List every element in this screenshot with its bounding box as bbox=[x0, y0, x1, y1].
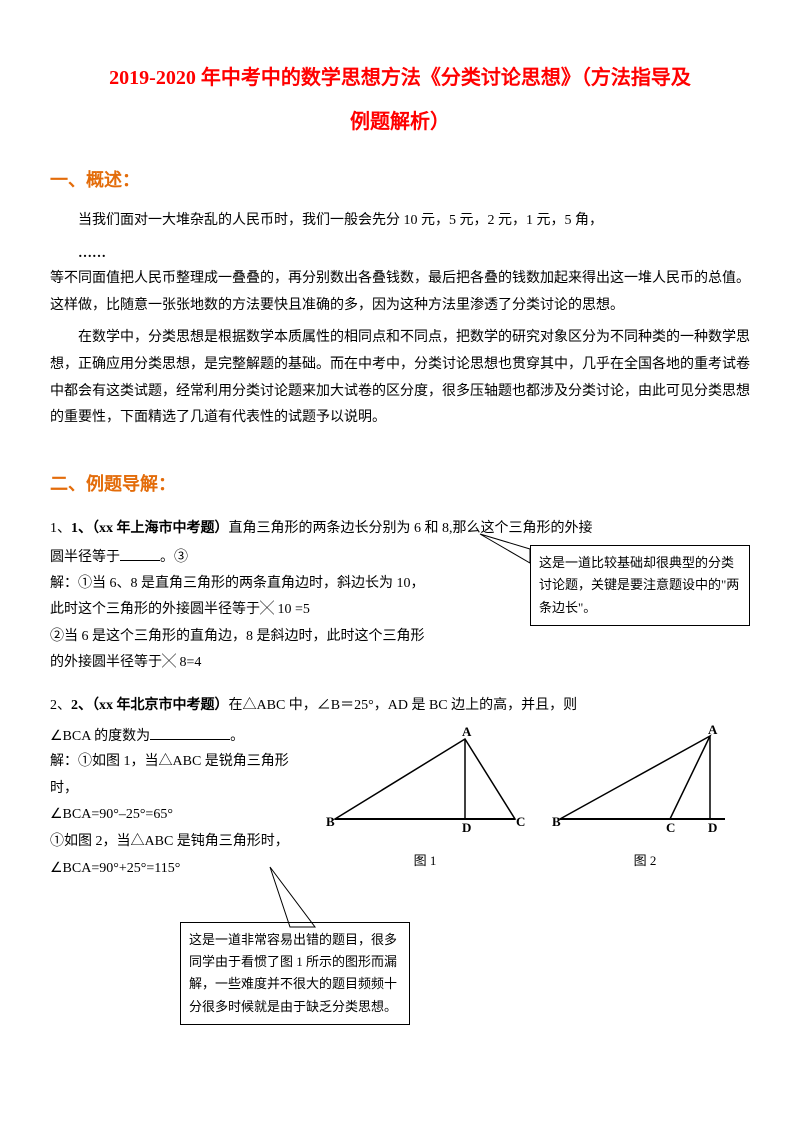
section1-heading: 一、概述： bbox=[50, 164, 750, 196]
q2-fig1-svg: A B D C bbox=[320, 724, 530, 834]
q1-sol2: 此时这个三角形的外接圆半径等于╳ 10 =5 bbox=[50, 597, 522, 624]
q2-sol3: ①如图 2，当△ABC 是钝角三角形时， bbox=[50, 829, 310, 856]
q2-fig1-wrap: A B D C 图 1 bbox=[320, 724, 530, 873]
q2-callout: 这是一道非常容易出错的题目，很多同学由于看惯了图 1 所示的图形而漏解，一些难度… bbox=[180, 922, 410, 1024]
q1-text: 直角三角形的两条边长分别为 6 和 8,那么这个三角形的外接 bbox=[229, 521, 593, 536]
svg-text:D: D bbox=[462, 820, 471, 834]
q2-sol2: ∠BCA=90°–25°=65° bbox=[50, 802, 310, 829]
q1-mark: 。③ bbox=[160, 550, 188, 565]
svg-text:B: B bbox=[326, 814, 335, 829]
q1-callout-pointer bbox=[475, 529, 535, 579]
svg-text:A: A bbox=[462, 724, 472, 739]
q1-sol4: 的外接圆半径等于╳ 8=4 bbox=[50, 650, 522, 677]
svg-text:C: C bbox=[516, 814, 525, 829]
q2-fig2-svg: A B C D bbox=[550, 724, 740, 834]
q2-fig2-wrap: A B C D 图 2 bbox=[550, 724, 740, 873]
q2-stem-line2: ∠BCA 的度数为 。 bbox=[50, 724, 310, 749]
q2-fig2-cap: 图 2 bbox=[550, 849, 740, 872]
section1-p1: 当我们面对一大堆杂乱的人民币时，我们一般会先分 10 元，5 元，2 元，1 元… bbox=[50, 208, 750, 235]
q1-callout: 这是一道比较基础却很典型的分类讨论题，关键是要注意题设中的"两条边长"。 bbox=[530, 545, 750, 625]
svg-text:A: A bbox=[708, 724, 718, 737]
q1-blank bbox=[120, 547, 160, 561]
q2-fig1-cap: 图 1 bbox=[320, 849, 530, 872]
q2-figures: A B D C 图 1 A B C D 图 2 bbox=[320, 724, 740, 873]
svg-text:D: D bbox=[708, 820, 717, 834]
q1-callout-wrap: 这是一道比较基础却很典型的分类讨论题，关键是要注意题设中的"两条边长"。 bbox=[530, 545, 750, 625]
q1-stem-line1: 1、1、（xx 年上海市中考题）直角三角形的两条边长分别为 6 和 8,那么这个… bbox=[50, 516, 750, 541]
q2-sol1: 解：①如图 1，当△ABC 是锐角三角形时， bbox=[50, 749, 310, 802]
q1-num: 1、 bbox=[50, 521, 71, 536]
doc-title-line1: 2019-2020 年中考中的数学思想方法《分类讨论思想》（方法指导及 bbox=[50, 60, 750, 96]
q2-num: 2、 bbox=[50, 698, 71, 713]
q1-sol3: ②当 6 是这个三角形的直角边，8 是斜边时，此时这个三角形 bbox=[50, 624, 522, 651]
section1-p3: 在数学中，分类思想是根据数学本质属性的相同点和不同点，把数学的研究对象区分为不同… bbox=[50, 325, 750, 431]
q2-stem-line1: 2、2、（xx 年北京市中考题）在△ABC 中，∠B＝25°，AD 是 BC 边… bbox=[50, 693, 750, 718]
q2-blank bbox=[150, 726, 230, 740]
q1-stem-line2: 圆半径等于 。③ bbox=[50, 545, 522, 570]
section2-heading: 二、例题导解： bbox=[50, 468, 750, 500]
q2-text: 在△ABC 中，∠B＝25°，AD 是 BC 边上的高，并且，则 bbox=[229, 698, 578, 713]
q1-line2: 圆半径等于 bbox=[50, 550, 120, 565]
q2-source: 2、（xx 年北京市中考题） bbox=[71, 698, 229, 713]
q2-line2b: 。 bbox=[230, 729, 244, 744]
svg-text:C: C bbox=[666, 820, 675, 834]
svg-text:B: B bbox=[552, 814, 561, 829]
section1-p2: 等不同面值把人民币整理成一叠叠的，再分别数出各叠钱数，最后把各叠的钱数加起来得出… bbox=[50, 266, 750, 319]
q1-source: 1、（xx 年上海市中考题） bbox=[71, 521, 229, 536]
q2-line2a: ∠BCA 的度数为 bbox=[50, 729, 150, 744]
doc-title-line2: 例题解析） bbox=[50, 104, 750, 140]
section1-dots: …… bbox=[50, 241, 750, 266]
q1-sol1: 解：①当 6、8 是直角三角形的两条直角边时，斜边长为 10， bbox=[50, 571, 522, 598]
q2-callout-wrap: 这是一道非常容易出错的题目，很多同学由于看惯了图 1 所示的图形而漏解，一些难度… bbox=[180, 922, 750, 1024]
